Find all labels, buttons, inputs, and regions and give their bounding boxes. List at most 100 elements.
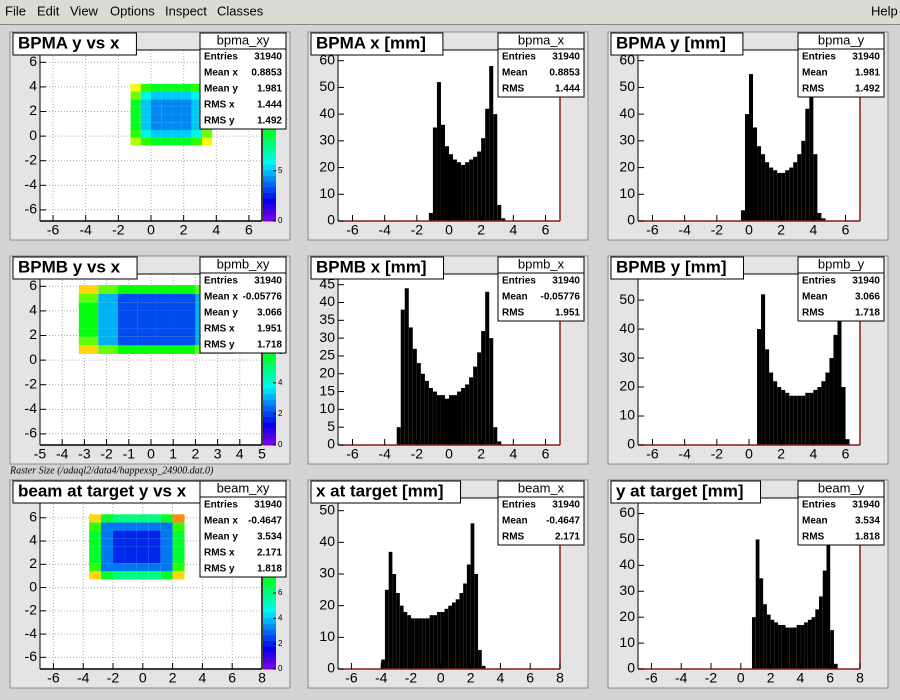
heat-cell xyxy=(181,122,192,130)
palette-slice xyxy=(263,376,276,383)
y-tick-label: 20 xyxy=(619,158,635,174)
hist-bar xyxy=(785,170,790,221)
heat-cell xyxy=(156,285,176,294)
hist-bar xyxy=(381,659,385,669)
menu-item[interactable]: Options xyxy=(110,3,155,18)
x-tick-label: -4 xyxy=(56,446,69,462)
menu-item[interactable]: File xyxy=(5,3,26,18)
hist-bar xyxy=(825,372,830,445)
heat-cell xyxy=(161,91,172,100)
x-tick-label: -6 xyxy=(346,222,359,238)
hist-bar xyxy=(809,392,814,445)
menu-item[interactable]: Help xyxy=(871,3,898,18)
hist-bar xyxy=(757,146,762,221)
x-tick-label: 4 xyxy=(797,670,805,686)
hist-bar xyxy=(813,154,818,221)
stats-box xyxy=(497,480,585,546)
menu-item[interactable]: Inspect xyxy=(165,3,207,18)
palette-slice xyxy=(263,135,276,142)
x-tick-label: -2 xyxy=(107,670,120,686)
palette-slice xyxy=(263,623,276,630)
y-tick-label: 0 xyxy=(627,436,635,452)
stats-value: 31940 xyxy=(254,500,282,511)
stats-value: 31940 xyxy=(852,276,880,287)
y-tick-label: 20 xyxy=(319,364,335,380)
palette-tick-label: 0 xyxy=(278,440,283,449)
x-tick-label: -6 xyxy=(645,670,658,686)
heat-cell xyxy=(191,129,203,138)
y-tick-label: 10 xyxy=(619,634,635,650)
heat-cell xyxy=(124,563,137,572)
hist-bar xyxy=(477,151,482,221)
heat-cell xyxy=(160,514,173,523)
heat-cell xyxy=(130,99,141,107)
heat-cell xyxy=(136,546,149,555)
heat-cell xyxy=(171,122,182,130)
palette-slice xyxy=(263,617,276,624)
hist-bar xyxy=(809,79,814,221)
heat-cell xyxy=(202,137,213,146)
heat-cell xyxy=(140,122,151,130)
x-tick-label: -4 xyxy=(678,222,691,238)
palette-tick-label: 4 xyxy=(278,613,283,622)
stats-value: 1.444 xyxy=(257,100,282,111)
hist-bar xyxy=(792,627,797,669)
palette-tick-label: 2 xyxy=(278,639,283,648)
palette-slice xyxy=(263,583,276,590)
y-tick-label: 10 xyxy=(619,185,635,201)
heat-cell xyxy=(137,328,157,337)
palette-tick-label: 2 xyxy=(278,409,283,418)
menu-item[interactable]: View xyxy=(70,3,99,18)
hist-bar xyxy=(424,380,429,445)
x-tick-label: 2 xyxy=(467,670,475,686)
palette-slice xyxy=(263,594,276,602)
title-box xyxy=(610,480,762,504)
menu-item[interactable]: Edit xyxy=(37,3,60,18)
y-tick-label: 10 xyxy=(319,185,335,201)
palette-slice xyxy=(263,141,276,148)
heat-cell xyxy=(172,555,185,564)
x-tick-label: -2 xyxy=(112,222,125,238)
caption: Raster Size (/adaql2/data4/happexsp_2490… xyxy=(9,465,214,476)
heat-cell xyxy=(175,345,196,354)
hist-bar xyxy=(412,348,417,445)
heat-cell xyxy=(181,91,192,100)
palette-slice xyxy=(263,600,276,607)
palette-tick-label: 0 xyxy=(278,664,283,673)
hist-bar xyxy=(793,162,798,221)
y-tick-label: 4 xyxy=(29,302,37,318)
hist-bar xyxy=(469,159,474,221)
heat-cell xyxy=(137,319,157,329)
hist-bar xyxy=(453,395,458,445)
menu-item[interactable]: Classes xyxy=(217,3,264,18)
hist-bar xyxy=(797,395,802,445)
palette-slice xyxy=(263,433,276,440)
stats-value: -0.4647 xyxy=(248,516,282,527)
hist-bar xyxy=(819,596,823,669)
heat-cell xyxy=(171,99,182,107)
heat-cell xyxy=(98,293,118,303)
y-tick-label: 30 xyxy=(619,132,635,148)
hist-bar xyxy=(384,589,389,669)
heat-cell xyxy=(98,328,118,337)
heat-cell xyxy=(136,514,149,523)
menu-bar xyxy=(0,0,900,24)
y-tick-label: 5 xyxy=(327,418,335,434)
hist-bar xyxy=(781,624,786,669)
hist-bar xyxy=(845,439,850,445)
stats-label: RMS xyxy=(802,308,825,319)
heat-cell xyxy=(160,571,173,580)
hist-bar xyxy=(801,395,806,445)
stats-value: -0.4647 xyxy=(546,516,580,527)
heat-cell xyxy=(140,137,151,146)
x-tick-label: 0 xyxy=(147,222,155,238)
hist-bar xyxy=(785,627,790,669)
heat-cell xyxy=(101,555,114,564)
palette-slice xyxy=(263,158,276,165)
heat-cell xyxy=(130,129,141,138)
stats-value: 1.981 xyxy=(855,68,880,79)
stats-name: beam_x xyxy=(518,480,565,495)
x-tick-label: -2 xyxy=(411,222,424,238)
hist-bar xyxy=(388,551,393,669)
